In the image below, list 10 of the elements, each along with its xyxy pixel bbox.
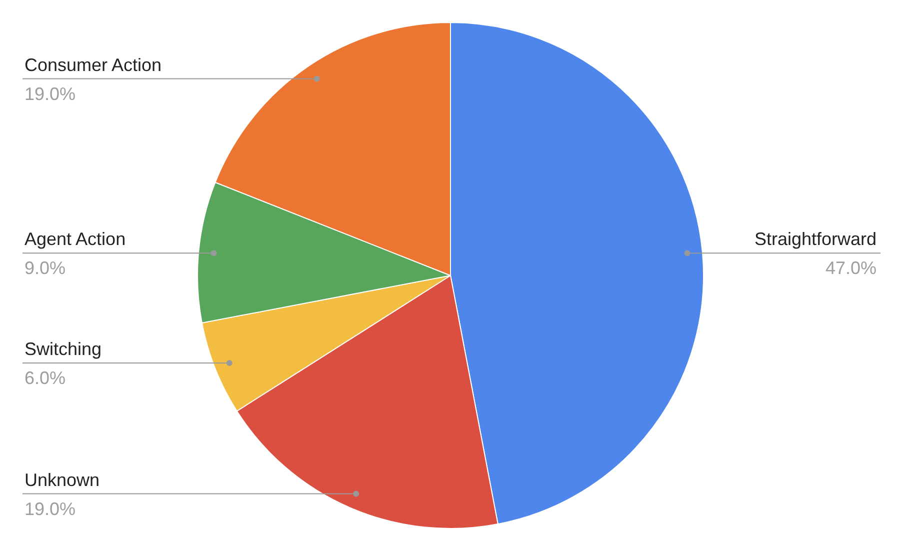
data-label: 47.0% <box>825 258 877 278</box>
slice-label: Straightforward <box>754 229 877 250</box>
slice-label: Switching <box>24 339 102 360</box>
slice-label: Consumer Action <box>24 54 162 75</box>
slice-label: Unknown <box>24 470 100 490</box>
data-label: 19.0% <box>24 498 76 519</box>
slice-label: Agent Action <box>24 229 126 250</box>
data-label: 19.0% <box>24 84 76 104</box>
data-label: 9.0% <box>24 258 66 278</box>
data-label: 6.0% <box>24 368 66 388</box>
